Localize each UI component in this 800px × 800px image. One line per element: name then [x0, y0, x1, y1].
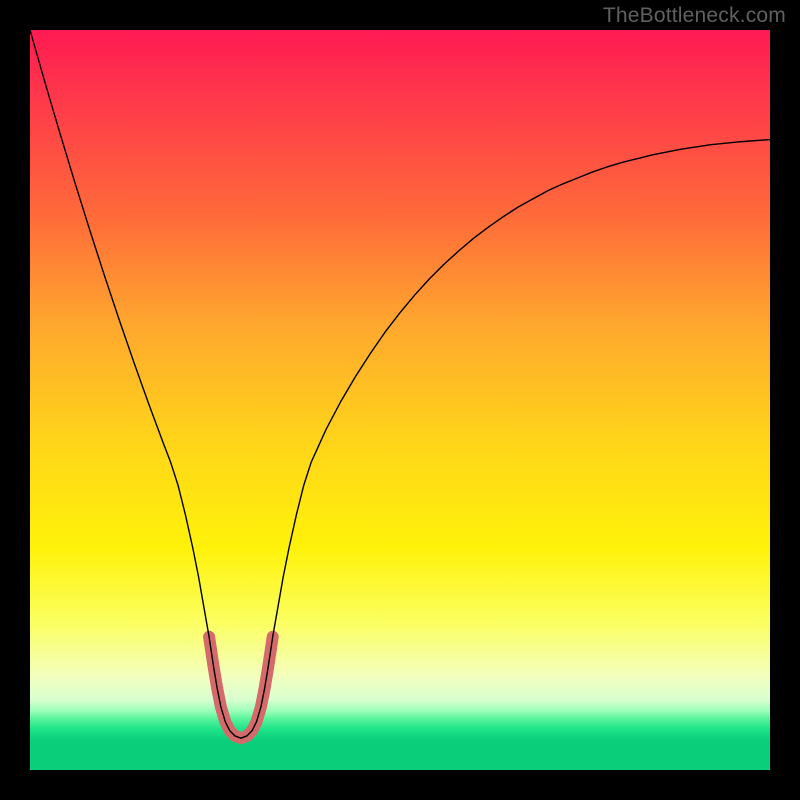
chart-frame: TheBottleneck.com: [0, 0, 800, 800]
watermark-text: TheBottleneck.com: [603, 4, 786, 28]
plot-area: [30, 30, 770, 770]
plot-background: [30, 30, 770, 770]
bottleneck-curve-chart: [30, 30, 770, 770]
